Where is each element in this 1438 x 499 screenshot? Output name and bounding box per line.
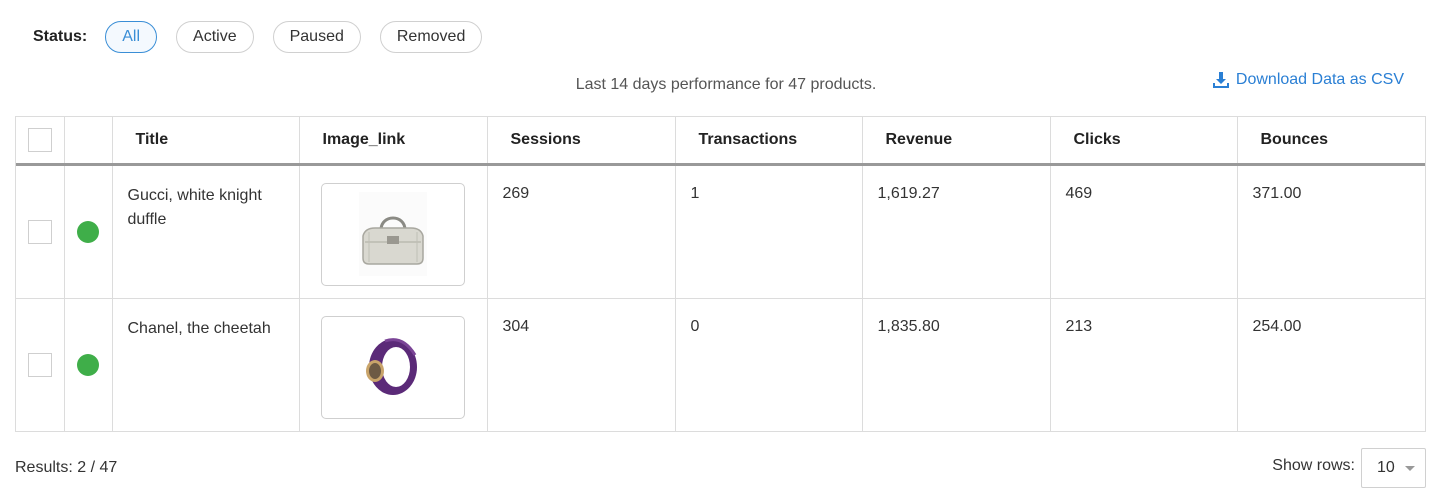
column-header-image-link[interactable]: Image_link [299,117,488,166]
column-header-title[interactable]: Title [112,117,300,166]
row-image-cell [299,164,488,298]
row-clicks: 213 [1050,298,1238,431]
column-header-bounces[interactable]: Bounces [1237,117,1425,166]
table-header-row: Title Image_link Sessions Transactions R… [16,117,1425,166]
row-sessions: 304 [487,298,676,431]
download-icon [1212,72,1229,88]
row-revenue: 1,619.27 [862,164,1051,298]
header-status-cell [64,117,113,166]
row-sessions: 269 [487,164,676,298]
rows-per-page-select[interactable]: 10 [1361,448,1426,488]
row-status-cell [64,298,113,431]
row-checkbox[interactable] [27,219,52,244]
row-revenue: 1,835.80 [862,298,1051,431]
row-clicks: 469 [1050,164,1238,298]
row-bounces: 254.00 [1252,317,1302,335]
filter-removed-button[interactable]: Removed [379,20,483,53]
column-header-sessions[interactable]: Sessions [487,117,676,166]
results-count: Results: 2 / 47 [15,459,118,476]
rows-per-page-value: 10 [1377,459,1395,476]
row-checkbox[interactable] [27,352,52,377]
performance-summary: Last 14 days performance for 47 products… [575,76,877,93]
download-csv-link[interactable]: Download Data as CSV [1212,71,1404,89]
purple-bangle-icon [365,338,417,395]
table-row: Chanel, the cheetah 304 [16,298,1425,431]
white-duffle-bag-icon [358,192,427,276]
filter-all-button[interactable]: All [105,20,158,53]
row-status-cell [64,164,113,298]
row-title: Chanel, the cheetah [112,298,300,431]
download-csv-label: Download Data as CSV [1235,71,1404,88]
row-select-cell [16,298,65,431]
status-label: Status: [33,27,88,45]
column-header-clicks[interactable]: Clicks [1050,117,1238,166]
select-all-checkbox[interactable] [27,127,52,152]
header-select-cell [16,117,65,166]
chevron-down-icon [1405,466,1415,471]
status-active-indicator [77,220,99,243]
column-header-revenue[interactable]: Revenue [862,117,1051,166]
row-transactions: 0 [675,298,863,431]
row-image-cell [299,298,488,431]
table-row: Gucci, white knight duffle [16,164,1425,298]
row-bounces: 371.00 [1252,184,1302,202]
status-filter-bar: Status: All Active Paused Removed [33,20,501,53]
row-title: Gucci, white knight duffle [112,164,300,298]
filter-paused-button[interactable]: Paused [272,20,361,53]
filter-active-button[interactable]: Active [176,20,254,53]
status-active-indicator [77,353,99,376]
show-rows-label: Show rows: [1272,457,1355,474]
product-thumbnail[interactable] [320,182,465,286]
product-thumbnail[interactable] [320,315,465,419]
row-select-cell [16,164,65,298]
row-transactions: 1 [675,164,863,298]
column-header-transactions[interactable]: Transactions [675,117,863,166]
products-table: Title Image_link Sessions Transactions R… [15,116,1426,432]
